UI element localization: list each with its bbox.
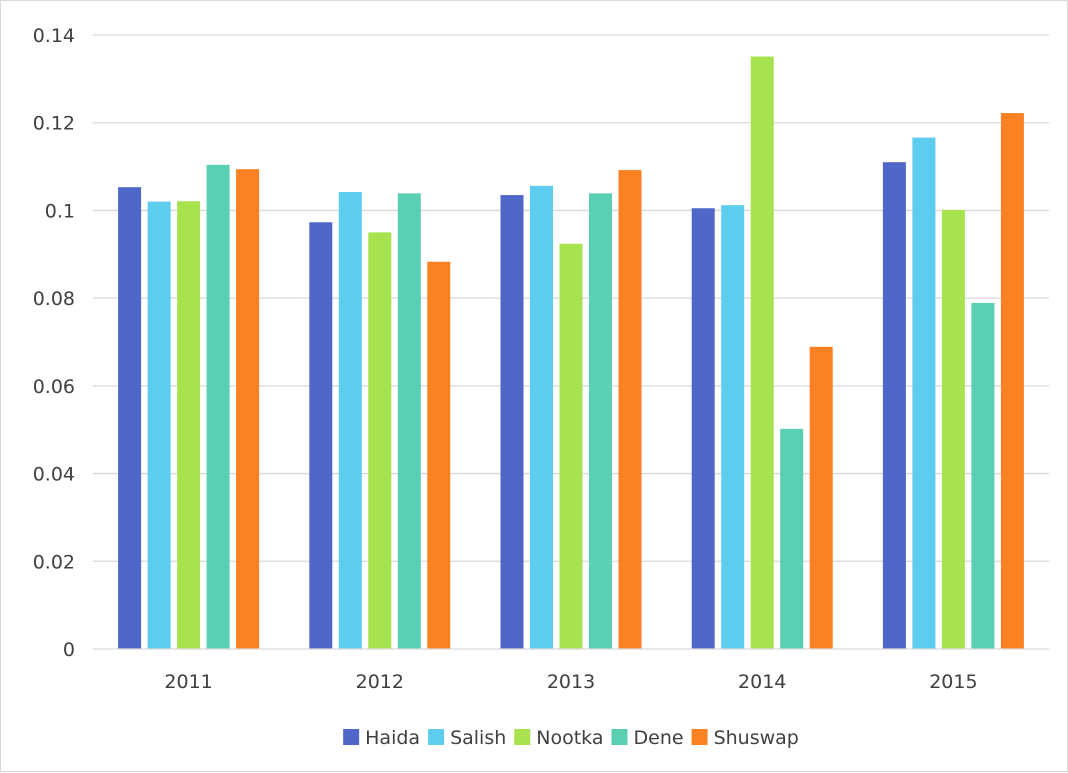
- bar-nootka-2013: [559, 243, 583, 649]
- bar-haida-2015: [882, 162, 906, 649]
- legend-swatch-salish: [428, 729, 445, 745]
- legend-label-salish: Salish: [450, 727, 506, 749]
- bar-nootka-2014: [750, 56, 774, 650]
- x-tick-label: 2015: [929, 671, 977, 693]
- bar-salish-2014: [721, 205, 745, 649]
- legend-swatch-nootka: [514, 729, 531, 745]
- bar-salish-2012: [338, 192, 362, 649]
- bar-dene-2015: [971, 302, 995, 649]
- bar-shuswap-2011: [236, 169, 260, 649]
- legend-swatch-dene: [611, 729, 628, 745]
- y-tick-label: 0.06: [33, 376, 75, 398]
- y-axis-ticks: 0 0.02 0.04 0.06 0.08 0.1 0.12 0.14: [33, 25, 75, 661]
- y-tick-label: 0.02: [33, 551, 75, 573]
- bar-dene-2014: [780, 428, 804, 649]
- bar-shuswap-2013: [618, 170, 642, 649]
- y-tick-label: 0.14: [33, 25, 75, 47]
- legend-label-haida: Haida: [365, 727, 420, 749]
- bar-dene-2013: [589, 193, 612, 649]
- y-tick-label: 0.04: [33, 464, 75, 486]
- bar-salish-2011: [147, 201, 171, 649]
- bar-salish-2013: [530, 185, 553, 649]
- bar-shuswap-2014: [809, 346, 833, 649]
- bar-shuswap-2015: [1000, 113, 1024, 649]
- bar-haida-2013: [500, 195, 524, 650]
- y-tick-label: 0.12: [33, 113, 75, 135]
- bar-nootka-2011: [177, 201, 201, 649]
- bars: [118, 56, 1024, 650]
- bar-haida-2014: [691, 208, 715, 649]
- bar-dene-2012: [397, 193, 421, 649]
- bar-salish-2015: [912, 137, 936, 649]
- legend-swatch-shuswap: [691, 729, 708, 745]
- legend-label-shuswap: Shuswap: [714, 727, 799, 749]
- legend-swatch-haida: [343, 729, 360, 745]
- bar-shuswap-2012: [427, 261, 451, 649]
- bar-haida-2011: [118, 187, 142, 650]
- bar-nootka-2012: [368, 232, 392, 649]
- y-tick-label: 0: [63, 639, 75, 661]
- bar-haida-2012: [309, 222, 333, 649]
- bar-nootka-2015: [941, 209, 965, 650]
- x-axis-ticks: 2011 2012 2013 2014 2015: [164, 671, 977, 693]
- legend-label-nootka: Nootka: [536, 727, 603, 749]
- legend-label-dene: Dene: [634, 727, 684, 749]
- y-tick-label: 0.08: [33, 288, 75, 310]
- x-tick-label: 2012: [356, 671, 404, 693]
- x-tick-label: 2014: [738, 671, 786, 693]
- y-tick-label: 0.1: [45, 200, 75, 222]
- legend: Haida Salish Nootka Dene Shuswap: [343, 727, 799, 749]
- x-tick-label: 2013: [547, 671, 595, 693]
- x-tick-label: 2011: [164, 671, 212, 693]
- bar-dene-2011: [206, 164, 230, 649]
